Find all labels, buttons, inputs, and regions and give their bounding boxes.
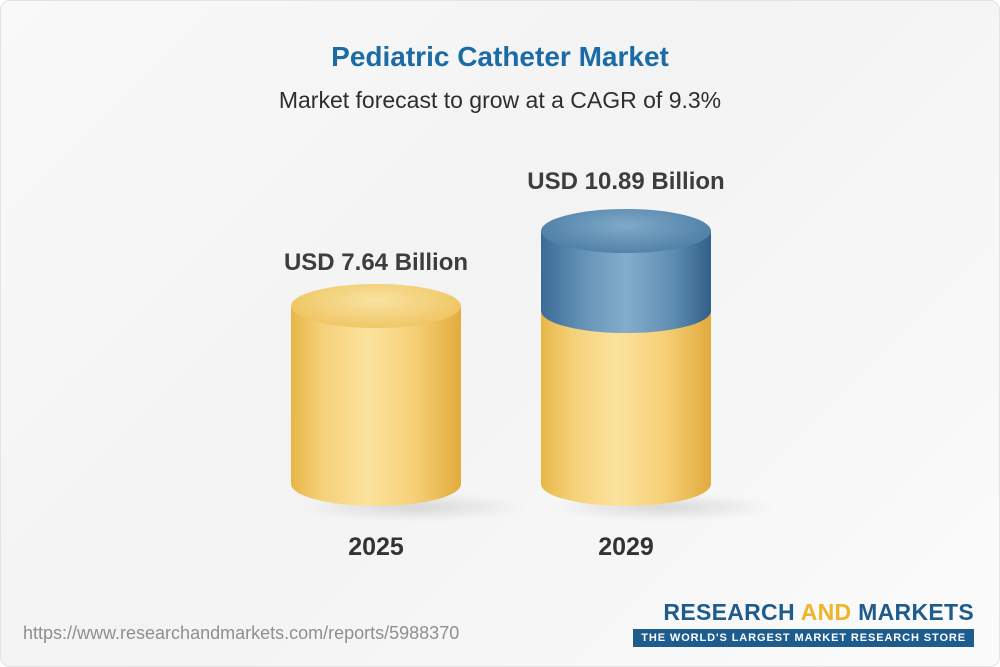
- bar-cylinder-2029-top: [541, 209, 711, 253]
- report-url-link[interactable]: https://www.researchandmarkets.com/repor…: [23, 623, 460, 643]
- bar-value-label-2029: USD 10.89 Billion: [527, 168, 725, 195]
- logo-word-research: RESEARCH: [663, 599, 795, 625]
- bar-cylinder-2025-top: [291, 284, 461, 328]
- page-title: Pediatric Catheter Market: [331, 41, 669, 72]
- bar-cylinder-2025: [291, 306, 461, 506]
- x-axis-label-2029: 2029: [598, 533, 654, 561]
- logo-word-markets: MARKETS: [858, 599, 974, 625]
- bar-cylinder-2029-base: [541, 311, 711, 506]
- page-subtitle: Market forecast to grow at a CAGR of 9.3…: [278, 87, 722, 113]
- bar-value-label-2025: USD 7.64 Billion: [283, 249, 469, 276]
- logo-wordmark: RESEARCH AND MARKETS: [633, 599, 974, 626]
- researchandmarkets-logo: RESEARCH AND MARKETS THE WORLD'S LARGEST…: [633, 599, 974, 647]
- logo-tagline: THE WORLD'S LARGEST MARKET RESEARCH STOR…: [633, 629, 974, 647]
- logo-word-and: AND: [800, 599, 852, 625]
- x-axis-label-2025: 2025: [348, 533, 404, 561]
